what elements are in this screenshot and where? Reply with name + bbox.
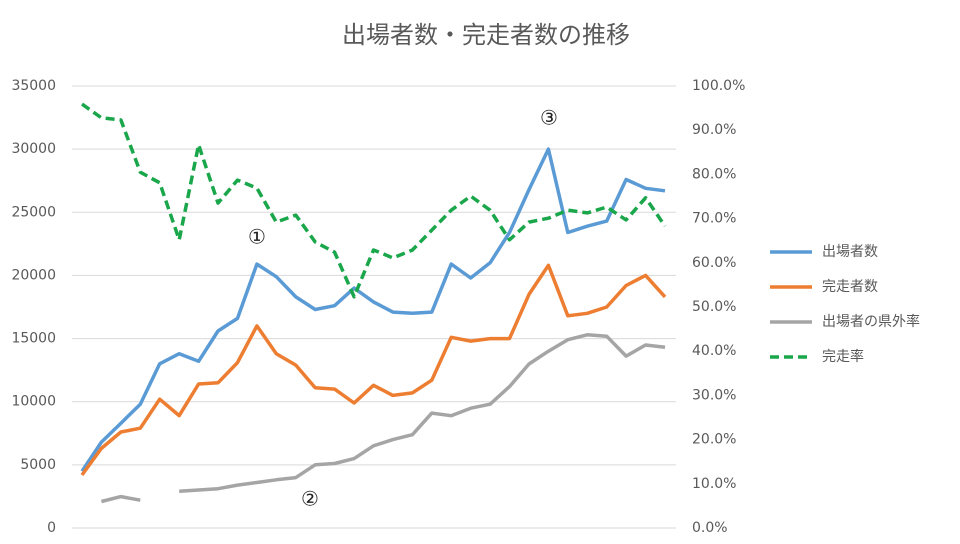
y2-tick-label: 10.0% (692, 476, 736, 492)
legend-label: 出場者の県外率 (822, 313, 920, 330)
y-tick-label: 10000 (11, 394, 56, 410)
y2-tick-label: 20.0% (692, 432, 736, 448)
series-line (100, 333, 666, 504)
y2-tick-label: 70.0% (692, 211, 736, 227)
legend-label: 出場者数 (822, 244, 878, 260)
y-tick-label: 5000 (20, 457, 56, 473)
legend-label: 完走者数 (822, 279, 878, 295)
y2-tick-label: 60.0% (692, 255, 736, 271)
annotation: ② (301, 487, 319, 511)
series-line (80, 102, 667, 299)
series-line (80, 147, 666, 473)
legend-label: 完走率 (822, 348, 864, 365)
y2-tick-label: 40.0% (692, 343, 736, 359)
series-line (80, 263, 667, 477)
y2-tick-label: 30.0% (692, 387, 736, 403)
y-tick-label: 20000 (11, 267, 56, 283)
y2-tick-label: 50.0% (692, 299, 736, 315)
annotation: ③ (540, 106, 558, 130)
chart-title: 出場者数・完走者数の推移 (342, 21, 630, 49)
y2-tick-label: 80.0% (692, 166, 736, 182)
y2-tick-label: 100.0% (692, 78, 745, 94)
y2-tick-label: 0.0% (692, 520, 728, 536)
y-tick-label: 30000 (11, 141, 56, 157)
y-tick-label: 0 (47, 520, 56, 536)
y-tick-label: 25000 (11, 204, 56, 220)
annotation: ① (248, 225, 266, 249)
y-tick-label: 15000 (11, 331, 56, 347)
y2-tick-label: 90.0% (692, 122, 736, 138)
y-tick-label: 35000 (11, 78, 56, 94)
